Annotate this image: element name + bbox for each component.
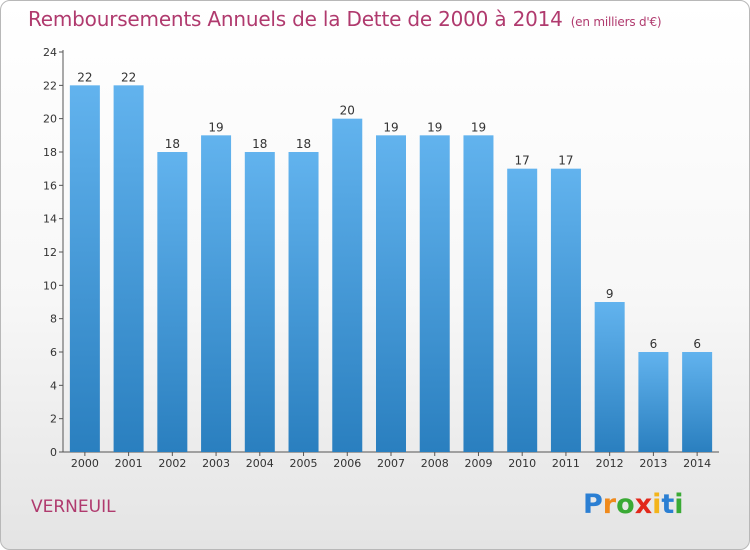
bar-2014 [682, 352, 713, 452]
y-tick-label: 22 [43, 79, 57, 92]
chart-title-text: Remboursements Annuels de la Dette de 20… [28, 7, 563, 31]
bar-value-label: 9 [606, 287, 614, 301]
x-tick-label: 2001 [115, 457, 143, 470]
bar-value-label: 18 [296, 137, 311, 151]
bar-value-label: 19 [208, 120, 223, 134]
bar-value-label: 19 [471, 120, 486, 134]
y-tick-label: 14 [43, 213, 57, 226]
bar-2009 [463, 135, 494, 453]
y-tick-label: 0 [50, 446, 57, 459]
bar-2013 [638, 352, 669, 452]
x-tick-label: 2010 [508, 457, 536, 470]
bar-value-label: 19 [427, 120, 442, 134]
x-tick-label: 2000 [71, 457, 99, 470]
y-tick-label: 6 [50, 346, 57, 359]
y-tick-label: 24 [43, 46, 57, 59]
bar-value-label: 6 [693, 337, 701, 351]
bar-2010 [507, 168, 538, 452]
bar-2002 [157, 152, 188, 452]
logo-letter: i [674, 489, 684, 520]
y-tick-label: 10 [43, 279, 57, 292]
bar-value-label: 22 [121, 70, 136, 84]
chart-unit: (en milliers d'€) [570, 15, 662, 29]
bar-value-label: 6 [650, 337, 658, 351]
y-tick-label: 16 [43, 179, 57, 192]
bar-2008 [419, 135, 450, 453]
bar-value-label: 17 [558, 154, 573, 168]
bar-2011 [550, 168, 581, 452]
commune-name: VERNEUIL [31, 497, 116, 517]
bar-value-label: 20 [340, 104, 355, 118]
y-tick-label: 8 [50, 313, 57, 326]
x-tick-label: 2003 [202, 457, 230, 470]
bar-2001 [113, 85, 144, 452]
bar-value-label: 17 [515, 154, 530, 168]
x-tick-label: 2005 [290, 457, 318, 470]
bar-value-label: 18 [165, 137, 180, 151]
y-tick-label: 4 [50, 379, 57, 392]
logo-letter: o [616, 489, 635, 520]
x-tick-label: 2013 [639, 457, 667, 470]
logo-letter: t [661, 489, 675, 520]
x-tick-label: 2014 [683, 457, 711, 470]
bar-value-label: 22 [77, 70, 92, 84]
x-tick-label: 2002 [158, 457, 186, 470]
x-tick-label: 2004 [246, 457, 274, 470]
bar-value-label: 18 [252, 137, 267, 151]
x-tick-label: 2008 [421, 457, 449, 470]
logo-letter: r [602, 489, 617, 520]
y-tick-label: 18 [43, 146, 57, 159]
y-tick-label: 12 [43, 246, 57, 259]
bar-2006 [332, 118, 363, 453]
bar-2012 [594, 302, 625, 452]
proxiti-logo: Proxiti [583, 489, 684, 520]
y-tick-label: 2 [50, 413, 57, 426]
y-tick-label: 20 [43, 113, 57, 126]
x-tick-label: 2009 [464, 457, 492, 470]
chart-title: Remboursements Annuels de la Dette de 20… [28, 7, 662, 31]
bar-2000 [69, 85, 100, 452]
logo-letter: P [583, 489, 603, 520]
bar-2007 [376, 135, 406, 453]
logo-letter: x [634, 489, 653, 520]
x-tick-label: 2006 [333, 457, 361, 470]
x-tick-label: 2011 [552, 457, 580, 470]
logo-letter: i [652, 489, 662, 520]
bar-2005 [288, 152, 319, 452]
x-tick-label: 2007 [377, 457, 405, 470]
bar-value-label: 19 [383, 120, 398, 134]
bar-2003 [201, 135, 232, 453]
bar-2004 [244, 152, 275, 452]
x-tick-label: 2012 [596, 457, 624, 470]
